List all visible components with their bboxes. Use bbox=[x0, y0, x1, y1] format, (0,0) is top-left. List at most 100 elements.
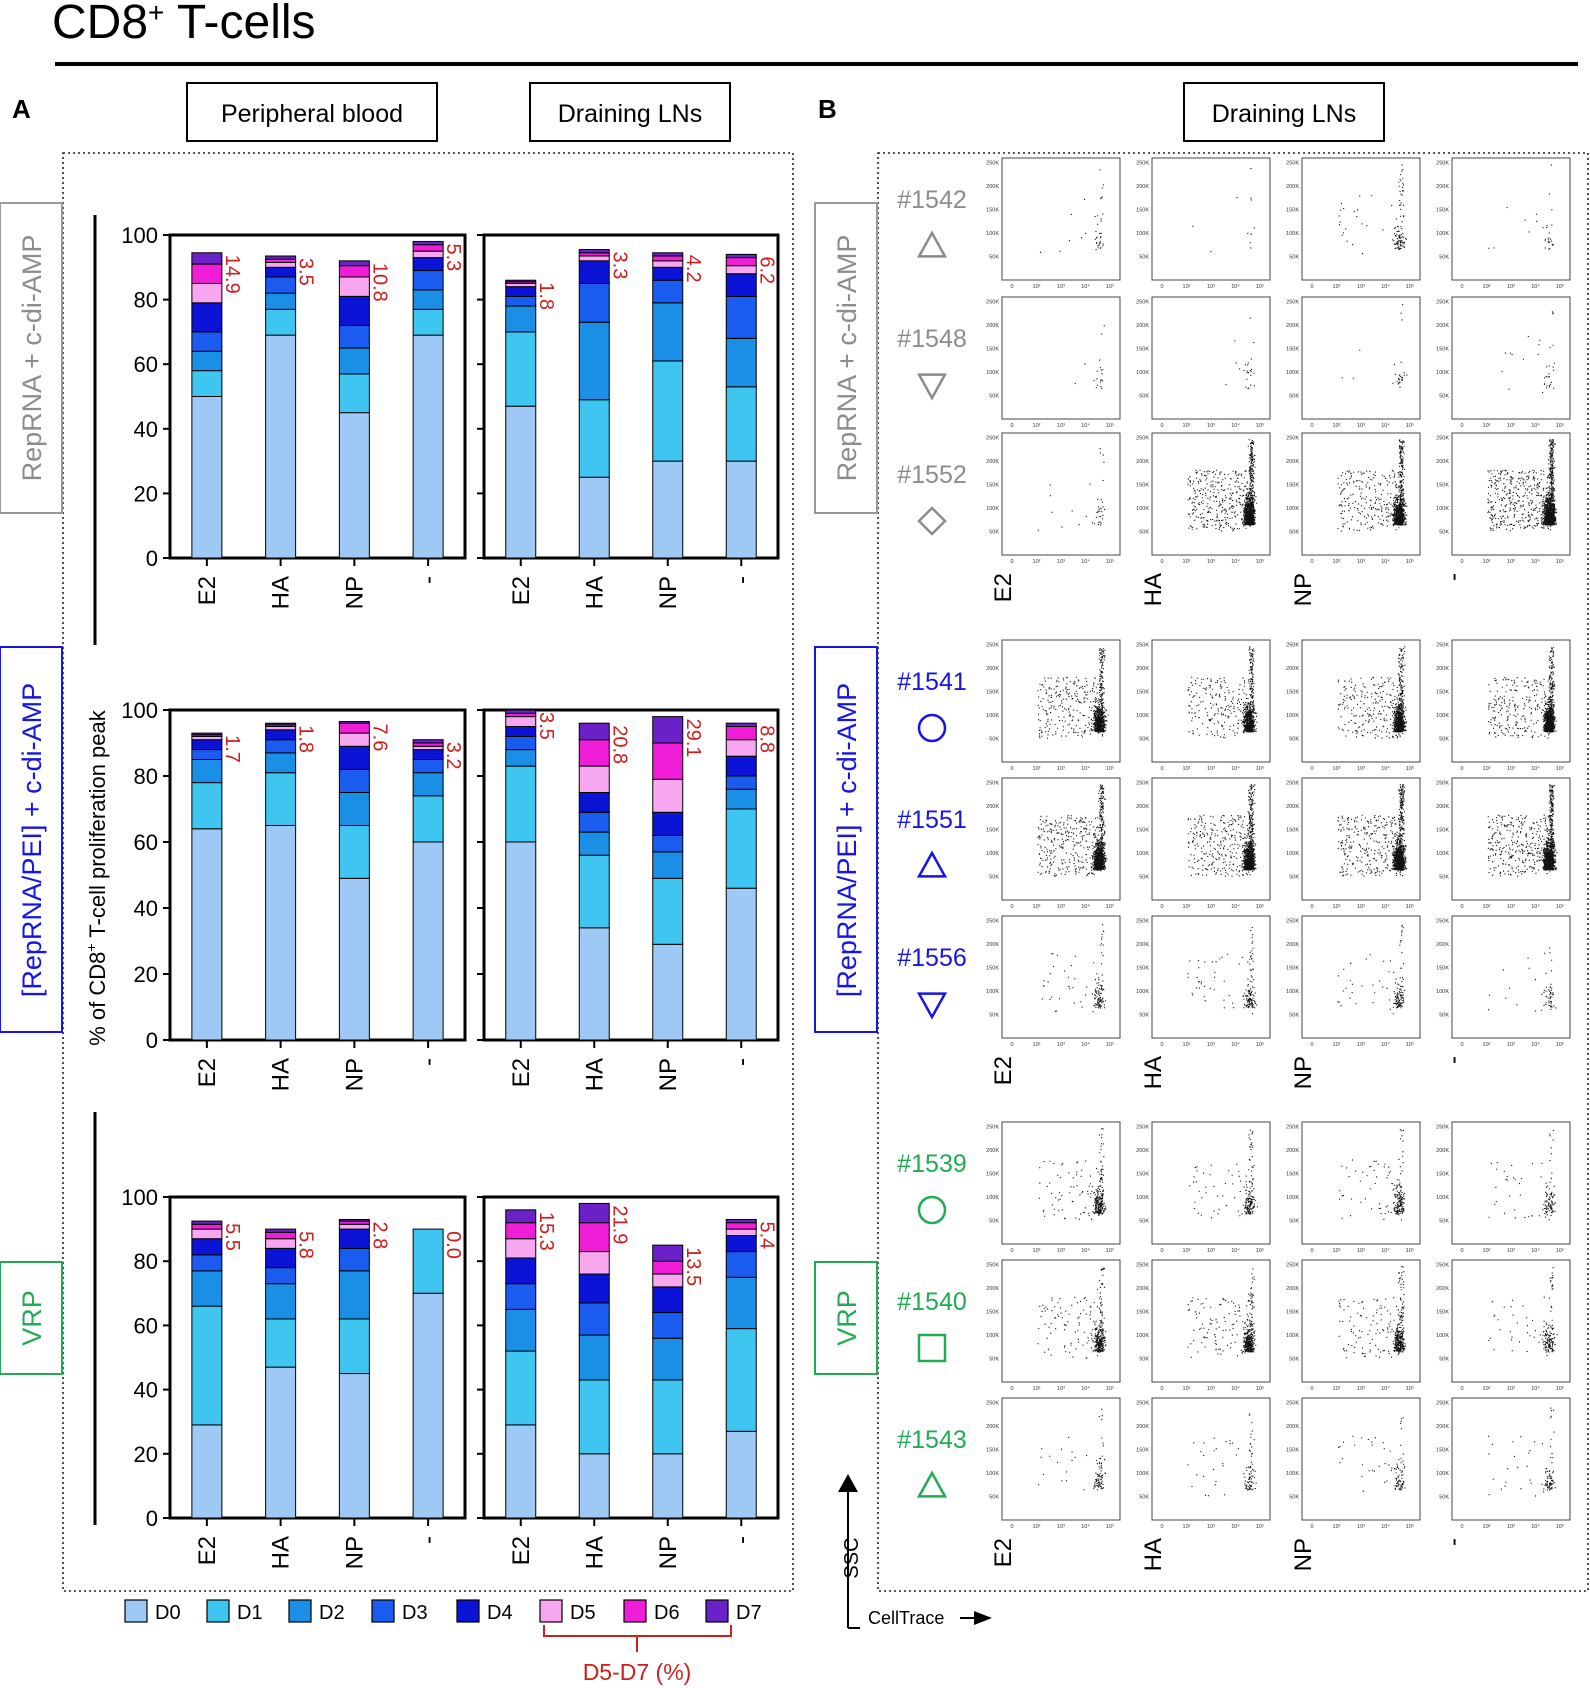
d5-d7-value-label: 20.8 bbox=[608, 725, 630, 764]
flow-x-tick: 0 bbox=[1160, 904, 1163, 910]
flow-x-tick: 10³ bbox=[1507, 766, 1515, 772]
group-box-a-1 bbox=[0, 202, 63, 514]
flow-y-tick: 100K bbox=[986, 370, 999, 376]
flow-x-tick: 10² bbox=[1033, 904, 1041, 910]
flow-x-tick: 10² bbox=[1333, 766, 1341, 772]
dot-cloud bbox=[1338, 1266, 1407, 1359]
flow-x-tick: 10³ bbox=[1507, 1386, 1515, 1392]
flow-y-tick: 50K bbox=[1439, 1495, 1449, 1501]
bar-segment-D1 bbox=[725, 1328, 757, 1432]
bar-segment-D3 bbox=[505, 735, 537, 751]
bar-segment-D6 bbox=[578, 1222, 610, 1253]
flow-y-tick: 100K bbox=[986, 1333, 999, 1339]
flow-y-tick: 50K bbox=[989, 875, 999, 881]
flow-x-tick: 10³ bbox=[1057, 1248, 1065, 1254]
dot-cloud bbox=[1338, 1417, 1406, 1492]
flow-x-tick: 0 bbox=[1310, 423, 1313, 429]
d5-d7-label: D5-D7 (%) bbox=[583, 1659, 692, 1685]
flow-x-tick: 10⁴ bbox=[1531, 283, 1540, 290]
flow-y-tick: 200K bbox=[1136, 942, 1149, 948]
flow-y-tick: 150K bbox=[986, 1310, 999, 1316]
flow-x-tick: 0 bbox=[1460, 1524, 1463, 1530]
bar-segment-D3 bbox=[412, 270, 444, 291]
flow-y-tick: 150K bbox=[1436, 1448, 1449, 1454]
bar-segment-D7 bbox=[725, 1218, 757, 1224]
bar-segment-D7 bbox=[505, 709, 537, 714]
x-tick-label: NP bbox=[341, 576, 368, 609]
flow-x-tick: 10² bbox=[1033, 1386, 1041, 1392]
dot-plot-frame bbox=[1151, 1121, 1271, 1245]
flow-x-tick: 10⁴ bbox=[1531, 903, 1540, 910]
flow-y-tick: 100K bbox=[1136, 231, 1149, 237]
bar-segment-D0 bbox=[412, 334, 444, 559]
bar-segment-D5 bbox=[652, 778, 684, 813]
dot-plot-HA: 50K 100K 150K 200K 250K 0 10² 10³ 10⁴ 10⁵ bbox=[1136, 1259, 1271, 1392]
flow-y-tick: 250K bbox=[1286, 1125, 1299, 1131]
flow-x-tick: 10⁴ bbox=[1081, 422, 1090, 429]
flow-x-tick: 10³ bbox=[1357, 1248, 1365, 1254]
flow-x-tick: 10³ bbox=[1357, 423, 1365, 429]
bar-segment-D2 bbox=[191, 350, 223, 372]
flow-y-tick: 250K bbox=[1436, 781, 1449, 787]
bar-segment-D6 bbox=[652, 255, 684, 262]
chart-3-ln: E2 15.3 HA 21.9 NP 13.5 - 5.4 bbox=[477, 1195, 780, 1569]
x-tick-label: NP bbox=[655, 1058, 682, 1091]
bar-segment-D5 bbox=[725, 265, 757, 275]
flow-category-label: NP bbox=[1290, 1056, 1317, 1089]
bar-segment-D7 bbox=[725, 722, 757, 728]
flow-x-tick: 0 bbox=[1010, 1524, 1013, 1530]
dot-cloud bbox=[1488, 1129, 1556, 1221]
flow-y-tick: 250K bbox=[986, 300, 999, 306]
flow-category-label: NP bbox=[1290, 573, 1317, 606]
bar-segment-D6 bbox=[578, 739, 610, 767]
bar-segment-D0 bbox=[725, 887, 757, 1041]
flow-y-tick: 150K bbox=[1286, 347, 1299, 353]
flow-y-tick: 50K bbox=[1289, 255, 1299, 261]
flow-category-label: E2 bbox=[990, 573, 1017, 602]
flow-y-tick: 150K bbox=[1286, 966, 1299, 972]
flow-x-tick: 10⁵ bbox=[1256, 765, 1264, 772]
bar-segment-D6 bbox=[505, 1222, 537, 1240]
dot-plot-E2: 50K 100K 150K 200K 250K 0 10² 10³ 10⁴ 10⁵ bbox=[986, 296, 1121, 429]
legend-swatch bbox=[539, 1599, 563, 1623]
d5-d7-value-label: 7.6 bbox=[368, 724, 390, 752]
flow-y-tick: 50K bbox=[1139, 1495, 1149, 1501]
flow-x-tick: 10⁵ bbox=[1556, 1247, 1564, 1254]
bar-segment-D5 bbox=[578, 765, 610, 793]
flow-y-tick: 50K bbox=[1289, 875, 1299, 881]
bar-segment-D7 bbox=[338, 1218, 370, 1222]
flow-x-tick: 0 bbox=[1460, 904, 1463, 910]
panel-a-letter: A bbox=[12, 94, 31, 124]
d5-d7-value-label: 5.8 bbox=[295, 1231, 317, 1259]
dot-cloud bbox=[1038, 1408, 1107, 1491]
bar-segment-D4 bbox=[505, 726, 537, 737]
dot-cloud bbox=[1037, 784, 1108, 877]
dot-plot-frame bbox=[1001, 915, 1121, 1039]
bar-segment-D2 bbox=[725, 1276, 757, 1330]
bar-segment-D7 bbox=[191, 732, 223, 736]
flow-y-tick: 150K bbox=[1136, 690, 1149, 696]
flow-y-tick: 200K bbox=[1136, 323, 1149, 329]
flow-x-tick: 10⁴ bbox=[1231, 558, 1240, 565]
flow-x-tick: 10⁵ bbox=[1406, 765, 1414, 772]
bar-segment-D0 bbox=[652, 943, 684, 1041]
animal-id: #1541 bbox=[897, 668, 967, 696]
header-b-draining-lns: Draining LNs bbox=[1212, 100, 1357, 128]
d5-d7-value-label: 1.7 bbox=[221, 735, 243, 763]
dot-plot-frame bbox=[1301, 1259, 1421, 1383]
dot-plot-HA: 50K 100K 150K 200K 250K 0 10² 10³ 10⁴ 10⁵ bbox=[1136, 1397, 1271, 1530]
dot-plot-HA: 50K 100K 150K 200K 250K 0 10² 10³ 10⁴ 10⁵ bbox=[1136, 777, 1271, 910]
flow-y-tick: 100K bbox=[1286, 713, 1299, 719]
bar-segment-D1 bbox=[338, 1318, 370, 1375]
bar-segment-D0 bbox=[338, 412, 370, 559]
dot-cloud bbox=[1488, 1407, 1556, 1497]
flow-y-tick: 150K bbox=[1136, 1310, 1149, 1316]
flow-y-tick: 100K bbox=[986, 1195, 999, 1201]
dot-plot-NP: 50K 100K 150K 200K 250K 0 10² 10³ 10⁴ 10⁵ bbox=[1286, 1121, 1421, 1254]
flow-y-tick: 50K bbox=[989, 394, 999, 400]
dot-cloud bbox=[1339, 1129, 1406, 1221]
flow-y-tick: 150K bbox=[1436, 828, 1449, 834]
bar-segment-D7 bbox=[265, 255, 297, 260]
flow-x-tick: 0 bbox=[1160, 1042, 1163, 1048]
